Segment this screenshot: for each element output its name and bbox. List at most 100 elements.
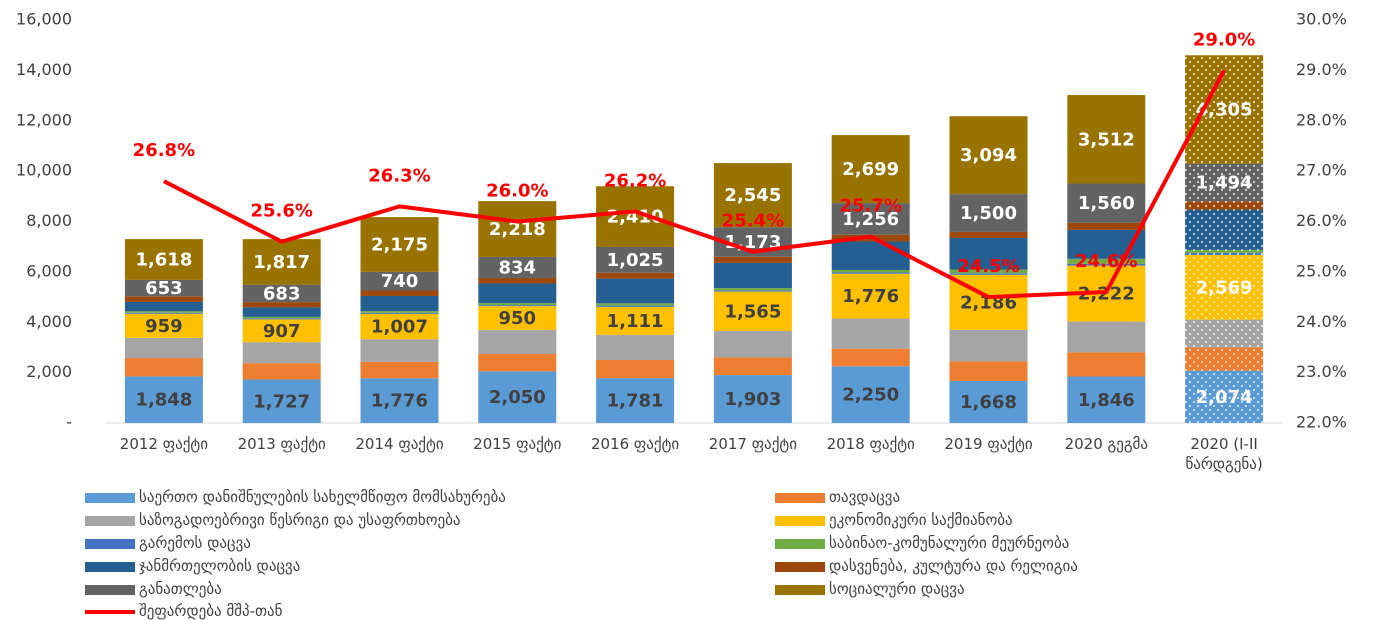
data-label: 1,111 (607, 311, 664, 332)
bar-segment (949, 231, 1028, 239)
bar-segment (124, 239, 203, 280)
data-label: 4,305 (1196, 99, 1253, 120)
pattern-overlay (1185, 249, 1264, 253)
bar-segment (478, 256, 557, 278)
legend-label: გარემოს დაცვა (139, 534, 251, 552)
pattern-overlay (1185, 347, 1264, 371)
bar-segment (242, 307, 321, 317)
line-label: 25.6% (250, 201, 312, 222)
y2-tick-label: 26.0% (1296, 211, 1347, 230)
bar-segment (596, 186, 675, 247)
pattern-overlay (1185, 254, 1264, 320)
legend-swatch (85, 585, 135, 595)
bar-segment (478, 277, 557, 284)
legend-swatch (775, 562, 825, 572)
data-label: 1,007 (371, 317, 428, 338)
legend-swatch (85, 493, 135, 503)
data-label: 1,500 (960, 203, 1017, 224)
bar-segment (713, 330, 792, 358)
bar-segment (713, 357, 792, 376)
data-label: 2,218 (489, 219, 546, 240)
data-label: 1,668 (960, 392, 1017, 413)
bar-segment (831, 272, 910, 274)
y2-tick-label: 23.0% (1296, 362, 1347, 381)
data-label: 950 (499, 308, 537, 329)
data-label: 2,699 (842, 159, 899, 180)
y2-tick-label: 25.0% (1296, 261, 1347, 280)
data-label: 2,222 (1078, 284, 1135, 305)
y-tick-label: 2,000 (26, 362, 72, 381)
bar-segment (478, 303, 557, 306)
bar-segment (596, 246, 675, 273)
line-label: 24.5% (957, 256, 1019, 277)
bar-segment (713, 291, 792, 331)
data-label: 1,781 (607, 391, 664, 412)
bar-segment (831, 318, 910, 349)
data-label: 1,817 (253, 252, 310, 273)
bar-segment (831, 241, 910, 270)
bar-segment (360, 295, 439, 312)
y-tick-label: 10,000 (16, 161, 72, 180)
y-tick-label: 14,000 (16, 60, 72, 79)
data-label: 1,776 (371, 391, 428, 412)
bar-segment (1067, 263, 1146, 266)
legend-swatch (85, 562, 135, 572)
bar-segment (949, 194, 1028, 232)
pattern-overlay (1185, 319, 1264, 348)
bar-segment (1067, 258, 1146, 264)
y2-tick-label: 29.0% (1296, 60, 1347, 79)
bar-segment (596, 378, 675, 423)
y-tick-label: - (66, 413, 72, 432)
bar-segment (831, 366, 910, 423)
bar-segment (124, 313, 203, 338)
line-label: 26.8% (133, 140, 195, 161)
y-tick-label: 4,000 (26, 312, 72, 331)
legend-label: განათლება (139, 580, 222, 598)
legend-label: საბინაო-კომუნალური მეურნეობა (829, 534, 1070, 552)
y-tick-label: 6,000 (26, 261, 72, 280)
y2-tick-label: 30.0% (1296, 10, 1347, 29)
x-tick-label: 2017 ფაქტი (708, 435, 797, 453)
line-label: 29.0% (1193, 29, 1255, 50)
data-label: 1,565 (724, 301, 781, 322)
bar-segment (713, 262, 792, 289)
bar-segment (124, 296, 203, 302)
bar-segment (242, 342, 321, 364)
data-label: 2,074 (1196, 387, 1253, 408)
legend-label: სოციალური დაცვა (829, 580, 965, 598)
bar-segment (713, 256, 792, 263)
data-label: 1,494 (1196, 173, 1253, 194)
legend-label: ეკონომიკური საქმიანობა (829, 511, 1013, 529)
data-label: 683 (263, 283, 301, 304)
legend-swatch (775, 585, 825, 595)
bar-segment (360, 290, 439, 296)
bar-segment (478, 306, 557, 331)
line-label: 26.0% (486, 181, 548, 202)
bar-segment (1067, 95, 1146, 184)
legend-label: თავდაცვა (829, 488, 901, 506)
y-tick-label: 16,000 (16, 10, 72, 29)
bar-segment (124, 279, 203, 297)
legend-swatch (775, 493, 825, 503)
bar-segment (360, 271, 439, 291)
bar-segment (478, 353, 557, 372)
x-tick-label: 2020 გეგმა (1064, 435, 1149, 453)
bar-segment (949, 380, 1028, 423)
line-label: 26.3% (368, 165, 430, 186)
data-label: 1,848 (135, 390, 192, 411)
bar-segment (478, 283, 557, 304)
bar-segment (596, 306, 675, 335)
data-label: 2,175 (371, 234, 428, 255)
bar-segment (596, 305, 675, 307)
pattern-overlay (1185, 370, 1264, 423)
line-label: 25.4% (722, 211, 784, 232)
data-label: 959 (145, 316, 183, 337)
x-tick-label: 2016 ფაქტი (590, 435, 680, 453)
bar-segment (242, 363, 321, 380)
bar-segment (242, 316, 321, 319)
x-tick-label: 2012 ფაქტი (119, 435, 208, 453)
data-label: 2,569 (1196, 277, 1253, 298)
bar-segment (949, 269, 1028, 274)
bar-segment (831, 273, 910, 319)
